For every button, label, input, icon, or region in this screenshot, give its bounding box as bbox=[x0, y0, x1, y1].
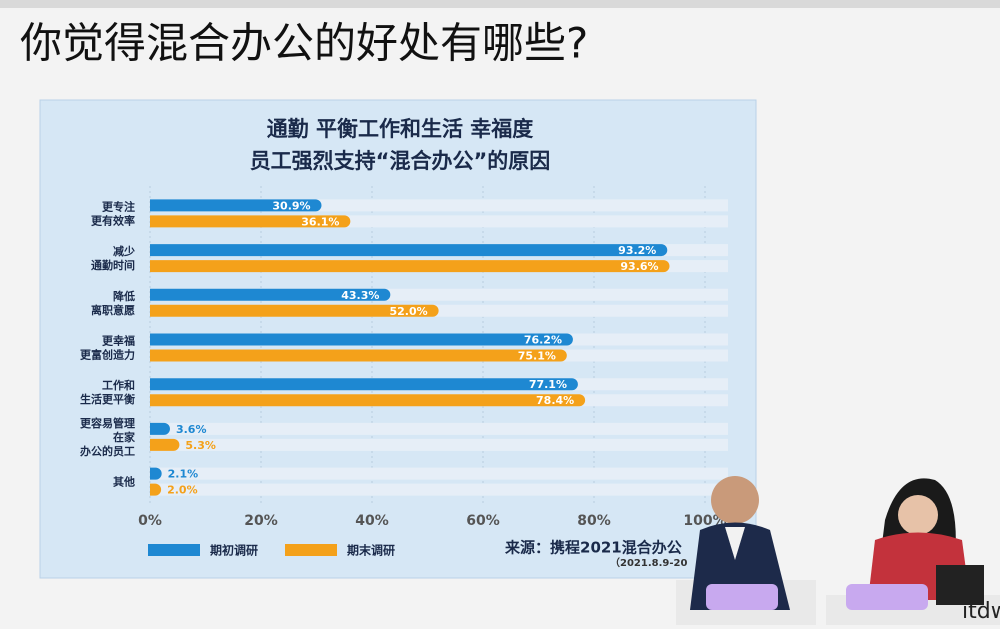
value-label: 30.9% bbox=[272, 199, 310, 212]
x-tick-label: 60% bbox=[466, 513, 500, 529]
chart-title: 员工强烈支持“混合办公”的原因 bbox=[250, 149, 551, 173]
legend-swatch bbox=[148, 544, 200, 556]
bar bbox=[150, 467, 162, 480]
y-tick-label: 更幸福更富创造力 bbox=[80, 334, 135, 362]
value-label: 2.1% bbox=[168, 468, 199, 481]
x-tick-label: 40% bbox=[355, 513, 389, 529]
value-label: 75.1% bbox=[518, 350, 556, 363]
badge bbox=[706, 584, 778, 610]
source-date: （2021.8.9-20 bbox=[610, 556, 687, 569]
source: 来源：携程2021混合办公 bbox=[504, 539, 682, 557]
slide-title: 你觉得混合办公的好处有哪些? bbox=[20, 19, 588, 68]
value-label: 36.1% bbox=[301, 215, 339, 228]
presenters: itdw.cn bbox=[676, 476, 1000, 625]
value-label: 77.1% bbox=[529, 378, 567, 391]
bar bbox=[150, 244, 668, 257]
x-tick-label: 20% bbox=[244, 513, 278, 529]
y-tick-label: 更容易管理在家办公的员工 bbox=[80, 416, 136, 458]
legend-swatch bbox=[285, 544, 337, 556]
bar bbox=[150, 199, 322, 212]
head bbox=[711, 476, 759, 524]
value-label: 2.0% bbox=[167, 484, 198, 497]
bar bbox=[150, 333, 573, 346]
top-strip bbox=[0, 0, 1000, 8]
legend-label: 期初调研 bbox=[210, 543, 258, 558]
bar bbox=[150, 349, 567, 362]
bar-track bbox=[150, 467, 728, 480]
bar-track bbox=[150, 422, 728, 435]
y-tick-label: 减少通勤时间 bbox=[91, 244, 135, 272]
bar bbox=[150, 378, 578, 391]
bar bbox=[150, 215, 351, 228]
value-label: 3.6% bbox=[176, 423, 207, 436]
bar-track bbox=[150, 483, 728, 496]
x-tick-label: 80% bbox=[577, 513, 611, 529]
y-tick-label: 工作和生活更平衡 bbox=[80, 378, 135, 406]
y-tick-label: 降低离职意愿 bbox=[91, 289, 135, 317]
bar bbox=[150, 422, 170, 435]
laptop bbox=[936, 565, 984, 605]
bar-track bbox=[150, 438, 728, 451]
bar bbox=[150, 438, 180, 451]
shirt bbox=[725, 527, 745, 560]
chart-title: 通勤 平衡工作和生活 幸福度 bbox=[267, 117, 534, 141]
value-label: 76.2% bbox=[524, 334, 562, 347]
bar bbox=[150, 304, 439, 317]
bar bbox=[150, 288, 391, 301]
value-label: 78.4% bbox=[536, 394, 574, 407]
value-label: 52.0% bbox=[390, 305, 428, 318]
legend-label: 期末调研 bbox=[347, 543, 395, 558]
value-label: 93.6% bbox=[620, 260, 658, 273]
badge bbox=[846, 584, 928, 610]
value-label: 43.3% bbox=[341, 289, 379, 302]
bar bbox=[150, 394, 586, 407]
y-tick-label: 其他 bbox=[113, 475, 135, 489]
head bbox=[898, 495, 938, 535]
watermark: itdw.cn bbox=[962, 599, 1000, 624]
x-tick-label: 0% bbox=[138, 513, 162, 529]
value-label: 5.3% bbox=[185, 439, 216, 452]
y-tick-label: 更专注更有效率 bbox=[91, 199, 135, 227]
bar bbox=[150, 260, 670, 273]
value-label: 93.2% bbox=[618, 244, 656, 257]
bar bbox=[150, 483, 162, 496]
